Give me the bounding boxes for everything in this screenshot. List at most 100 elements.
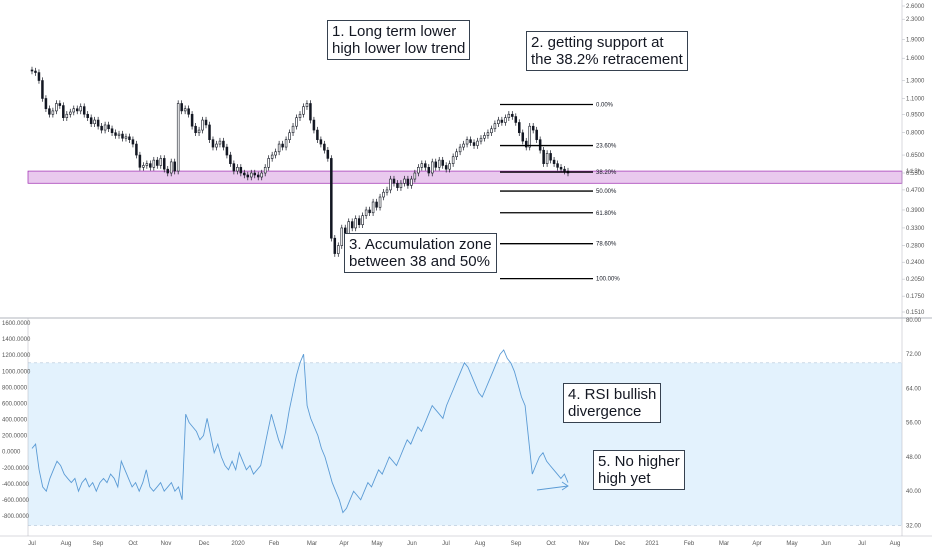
candle-body (65, 113, 69, 119)
candle-body (319, 139, 323, 145)
candle-body (44, 98, 48, 110)
arrow-annotation[interactable] (536, 481, 569, 491)
time-tick-label: Jul (858, 541, 866, 547)
candle-body (531, 125, 535, 131)
candle-body (420, 163, 424, 168)
rsi-band (28, 362, 902, 526)
time-tick-label: Jun (407, 541, 417, 547)
candle-body (476, 140, 479, 146)
time-axis-ticks: Jul Aug Sep Oct Nov Dec 2020 Feb Mar Apr May Jun Jul… (28, 541, 900, 547)
candle-body (180, 103, 183, 112)
candle-body (277, 143, 281, 153)
price-tick-label: 0.1750 (906, 294, 925, 300)
candle-body (75, 108, 79, 112)
time-tick-label: Aug (61, 541, 72, 547)
candle-body (514, 116, 518, 123)
candle-body (413, 172, 417, 180)
rsi-right-axis[interactable]: 80.00 72.00 64.00 56.00 48.00 40.00 32.00 (901, 318, 922, 536)
candle-body (556, 163, 559, 168)
price-axis-ticks: 2.6000 2.3000 1.9000 1.6000 1.3000 1.1000 0.95… (902, 4, 925, 316)
rsi-left-axis[interactable]: 1600.0000 1400.0000 1200.0000 1000.0000 800.… (2, 318, 31, 536)
time-tick-label: Nov (161, 541, 172, 547)
candle-body (399, 182, 403, 188)
candle-body (156, 159, 159, 166)
candle-body (194, 125, 197, 134)
rsi-left-tick-label: -800.0000 (2, 514, 30, 520)
candle-body (89, 117, 93, 125)
price-tick-label: 2.6000 (906, 4, 925, 10)
price-tick-label: 0.8000 (906, 131, 925, 137)
arrow-head (561, 481, 569, 491)
price-tick-label: 0.6500 (906, 153, 925, 159)
fib-level-label: 61.80% (596, 211, 617, 217)
time-tick-label: May (371, 541, 382, 547)
candle-body (183, 108, 187, 112)
price-tick-label: 0.2400 (906, 260, 925, 266)
candle-body (337, 245, 340, 254)
rsi-left-tick-label: -600.0000 (2, 498, 30, 504)
accumulation-zone-rect (27, 170, 903, 184)
candle-body (197, 129, 201, 134)
rsi-left-tick-label: 0.0000 (2, 450, 21, 456)
candle-body (486, 132, 490, 136)
annotation-long-term-trend[interactable]: 1. Long term lower high lower low trend (327, 20, 471, 60)
rsi-pane[interactable] (28, 349, 902, 526)
candle-body (169, 161, 173, 174)
fib-retracement[interactable]: 0.00% 23.60% 38.20% 50.00% 61.80% 78.60% 100.0… (500, 103, 620, 283)
candle-body (291, 125, 295, 134)
rsi-left-tick-label: 1000.0000 (2, 369, 31, 375)
annotation-rsi-divergence[interactable]: 4. RSI bullish divergence (563, 383, 662, 423)
time-tick-label: Aug (890, 541, 901, 547)
candle-body (159, 158, 163, 166)
candle-body (472, 142, 476, 146)
candle-body (51, 110, 55, 115)
candle-body (528, 125, 531, 148)
rsi-left-tick-label: 600.0000 (2, 401, 28, 407)
price-tick-label: 0.2800 (906, 244, 925, 250)
candle-body (437, 159, 441, 168)
candle-body (58, 103, 62, 106)
candle-body (417, 167, 420, 174)
candle-body (563, 168, 566, 172)
price-tick-label: 1.3000 (906, 79, 925, 85)
current-price-tag: 1d 3h (906, 169, 921, 175)
rsi-left-tick-label: 1600.0000 (2, 321, 31, 327)
candle-body (142, 165, 145, 168)
candle-body (389, 178, 392, 191)
candle-body (246, 174, 250, 178)
current-price-tag-text: 1d 3h (906, 169, 921, 175)
annotation-no-higher-high[interactable]: 5. No higher high yet (593, 450, 685, 490)
candle-body (350, 221, 354, 229)
candle-body (270, 154, 274, 159)
candle-body (149, 163, 152, 168)
price-axis[interactable]: 2.6000 2.3000 1.9000 1.6000 1.3000 1.1000 0.95… (901, 0, 925, 318)
candle-body (79, 106, 82, 112)
rsi-left-tick-label: -200.0000 (2, 466, 30, 472)
rsi-left-tick-label: 1400.0000 (2, 337, 31, 343)
time-tick-label: Jun (821, 541, 831, 547)
candle-body (431, 161, 434, 174)
candle-body (163, 158, 166, 170)
candle-body (55, 103, 58, 112)
rsi-right-tick-label: 64.00 (906, 386, 922, 392)
candle-body (434, 161, 437, 168)
candle-body (176, 103, 180, 172)
candle-body (201, 119, 204, 131)
rsi-left-tick-label: 400.0000 (2, 418, 28, 424)
candle-body (354, 218, 357, 229)
candle-body (232, 163, 236, 172)
candle-body (187, 108, 190, 115)
price-tick-label: 0.4700 (906, 188, 925, 194)
annotation-support-retracement[interactable]: 2. getting support at the 38.2% retracem… (526, 31, 688, 71)
candle-body (281, 143, 284, 148)
candle-body (361, 215, 364, 226)
candle-body (490, 128, 493, 134)
rsi-right-tick-label: 80.00 (906, 318, 922, 324)
candle-body (364, 209, 368, 216)
time-axis[interactable]: Jul Aug Sep Oct Nov Dec 2020 Feb Mar Apr May Jun Jul… (0, 535, 932, 547)
time-tick-label: Feb (269, 541, 280, 547)
candle-body (549, 153, 552, 161)
annotation-accumulation-zone[interactable]: 3. Accumulation zone between 38 and 50% (344, 233, 497, 273)
rsi-left-tick-label: 800.0000 (2, 385, 28, 391)
